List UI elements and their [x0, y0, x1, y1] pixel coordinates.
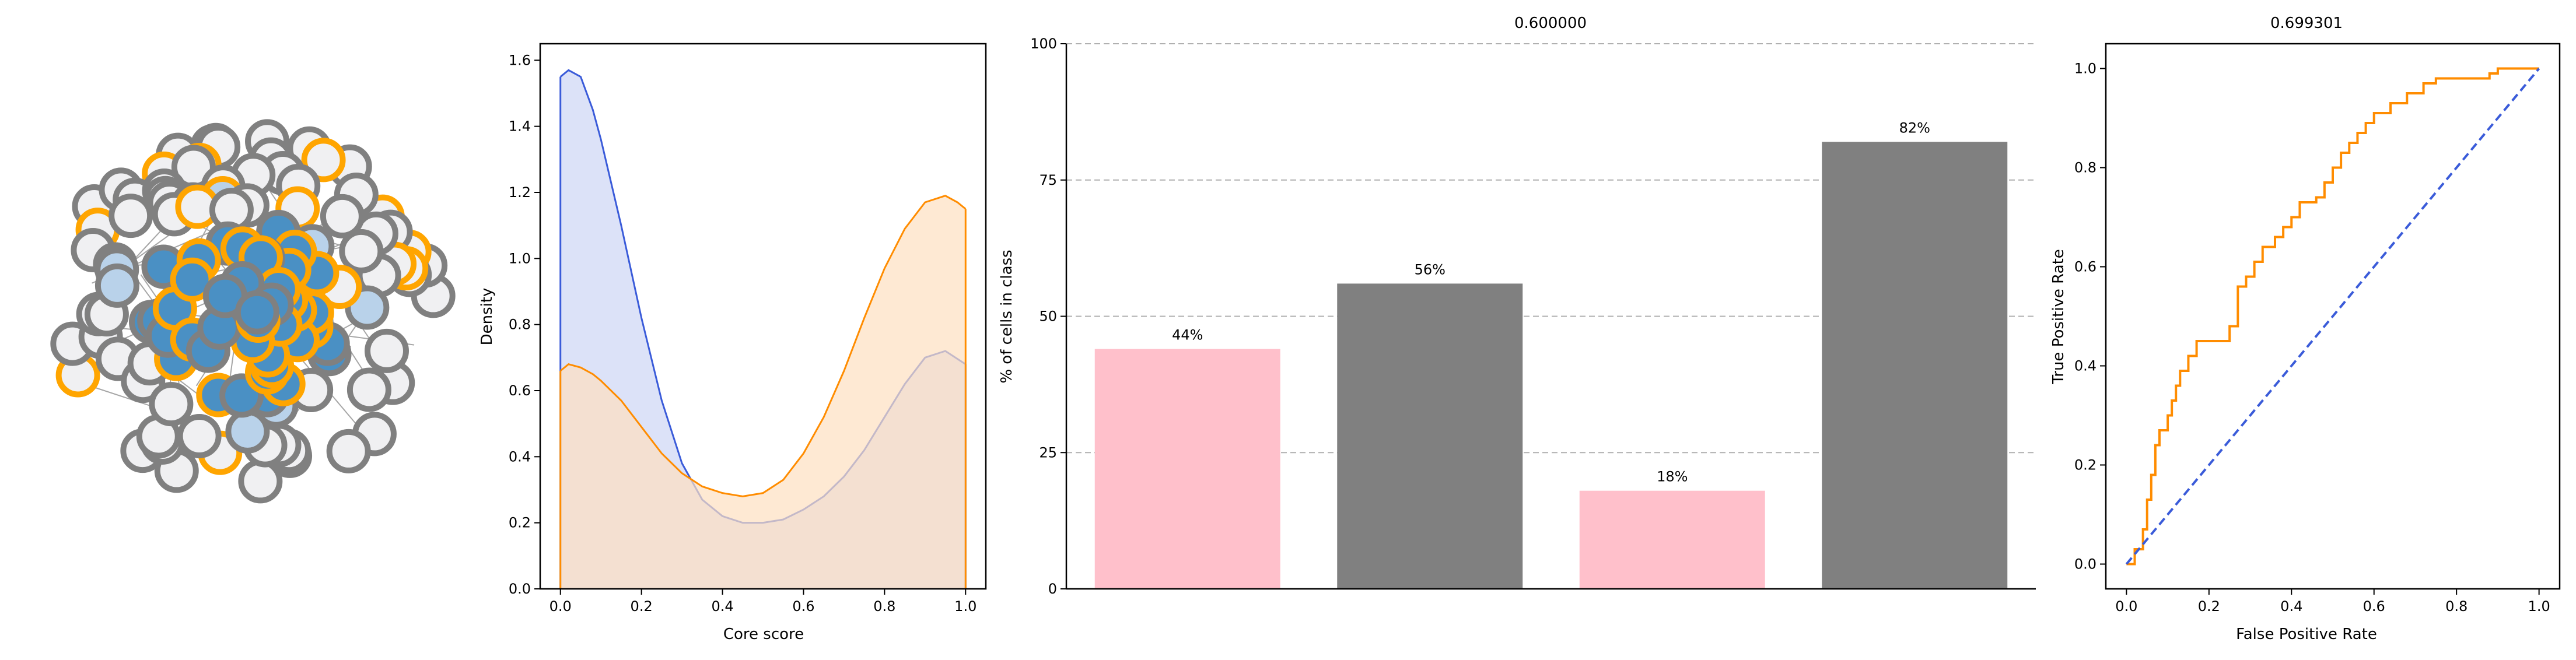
density-y-tick-label: 0.0 — [509, 581, 531, 597]
network-node — [326, 429, 371, 473]
bar-y-axis-label: % of cells in class — [998, 250, 1016, 383]
density-frame — [539, 43, 987, 590]
bar-3 — [1822, 142, 2008, 589]
density-x-tick-label: 0.0 — [550, 598, 572, 615]
density-y-tick-label: 0.6 — [509, 382, 531, 399]
density-panel: 0.0 0.2 0.4 0.6 0.8 1.0 0.0 0.2 0.4 0.6 0.8 1.0 1.2 1… — [478, 43, 987, 643]
roc-y-tick-label: 0.4 — [2074, 358, 2096, 374]
roc-x-tick-label: 0.6 — [2363, 598, 2385, 615]
bar-value-label: 44% — [1172, 327, 1203, 343]
bar-y-tick-label: 0 — [1048, 581, 1057, 597]
roc-diagonal — [2125, 68, 2540, 565]
roc-y-tick-label: 0.6 — [2074, 259, 2096, 275]
bar-value-label: 18% — [1657, 469, 1688, 485]
bar-1 — [1337, 283, 1523, 589]
bar-plot-area: 0 25 50 75 100 44% 56% 18% 82% — [1030, 36, 2036, 597]
density-x-tick-label: 0.2 — [631, 598, 653, 615]
density-y-tick-label: 0.2 — [509, 515, 531, 531]
network-node — [177, 414, 222, 459]
roc-y-axis-label: True Positive Rate — [2050, 249, 2067, 385]
density-x-tick-label: 0.6 — [792, 598, 814, 615]
density-y-tick-label: 0.4 — [509, 448, 531, 465]
network-nodes — [50, 119, 456, 504]
density-x-tick-label: 1.0 — [954, 598, 977, 615]
density-area-1 — [560, 195, 966, 589]
bar-y-tick-label: 50 — [1039, 308, 1057, 325]
density-y-tick-label: 1.0 — [509, 250, 531, 266]
bar-y-tick-label: 100 — [1030, 36, 1057, 52]
roc-x-tick-label: 0.2 — [2198, 598, 2220, 615]
bar-chart-title: 0.600000 — [1514, 15, 1587, 32]
density-x-axis-label: Core score — [723, 626, 804, 643]
roc-y-tick-label: 0.0 — [2074, 556, 2096, 573]
network-node — [364, 328, 409, 373]
network-node — [346, 367, 391, 412]
bar-value-label: 56% — [1415, 261, 1446, 278]
density-y-axis-label: Density — [478, 288, 496, 346]
density-y-tick-label: 1.2 — [509, 184, 531, 201]
bar-value-label: 82% — [1899, 120, 1930, 136]
network-node — [301, 138, 346, 182]
network-node — [320, 194, 365, 238]
density-plot-area: 0.0 0.2 0.4 0.6 0.8 1.0 0.0 0.2 0.4 0.6 0.8 1.0 1.2 1… — [509, 43, 987, 615]
roc-panel: 0.0 0.2 0.4 0.6 0.8 1.0 0.0 0.2 0.4 0.6 0.8 1.0 0.6… — [2050, 15, 2561, 643]
roc-x-tick-label: 1.0 — [2528, 598, 2550, 615]
density-y-tick-label: 1.4 — [509, 118, 531, 135]
roc-x-tick-label: 0.8 — [2445, 598, 2468, 615]
density-line-1 — [559, 195, 967, 497]
roc-y-tick-label: 0.2 — [2074, 457, 2096, 473]
roc-plot-area: 0.0 0.2 0.4 0.6 0.8 1.0 0.0 0.2 0.4 0.6 0.8 1.0 — [2074, 43, 2561, 615]
bar-y-tick-label: 75 — [1039, 172, 1057, 188]
bar-2 — [1579, 490, 1765, 589]
network-node — [149, 382, 194, 427]
bar-panel: 0 25 50 75 100 44% 56% 18% 82% 0.600000 % of cel… — [998, 15, 2036, 597]
roc-x-axis-label: False Positive Rate — [2236, 626, 2377, 643]
roc-x-tick-label: 0.4 — [2280, 598, 2302, 615]
density-x-tick-label: 0.8 — [873, 598, 895, 615]
roc-x-tick-label: 0.0 — [2115, 598, 2137, 615]
density-y-tick-label: 0.8 — [509, 317, 531, 333]
roc-y-tick-label: 1.0 — [2074, 61, 2096, 77]
roc-curve — [2126, 67, 2539, 566]
roc-y-tick-label: 0.8 — [2074, 160, 2096, 176]
network-node — [94, 263, 139, 308]
bar-y-tick-label: 25 — [1039, 444, 1057, 461]
network-node — [235, 290, 279, 335]
bar-0 — [1094, 349, 1280, 589]
density-x-tick-label: 0.4 — [711, 598, 733, 615]
network-node — [339, 229, 384, 273]
roc-frame — [2105, 43, 2561, 590]
network-node — [108, 194, 153, 238]
network-panel — [50, 119, 456, 504]
density-y-tick-label: 1.6 — [509, 52, 531, 68]
roc-chart-title: 0.699301 — [2270, 15, 2343, 32]
